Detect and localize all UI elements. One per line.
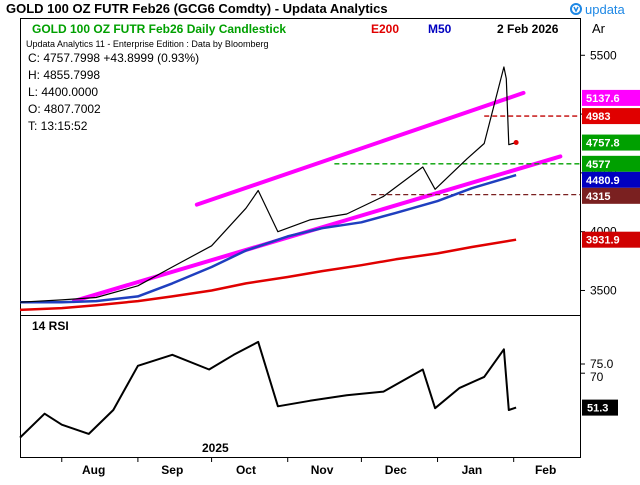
ohlc-time: T: 13:15:52 — [28, 119, 88, 133]
rsi-line — [19, 340, 517, 439]
month-label: Jan — [462, 463, 483, 477]
rsi-value-tag — [582, 399, 618, 416]
brand-name: updata — [585, 2, 626, 17]
ohlc-close: C: 4757.7998 +43.8999 (0.93%) — [28, 51, 199, 65]
rsi-series: 75.070 51.3 — [19, 340, 618, 439]
price-tag — [582, 171, 640, 188]
y-tick-label: 5500 — [590, 48, 617, 62]
ohlc-open: O: 4807.7002 — [28, 102, 101, 116]
price-tag-label: 4757.8 — [586, 138, 620, 150]
scale-label: Ar — [592, 21, 606, 36]
price-tag-label: 4315 — [586, 191, 610, 203]
month-label: Oct — [236, 463, 256, 477]
month-labels: Aug Sep Oct Nov Dec Jan Feb — [61, 457, 556, 477]
price-tag-label: 4577 — [586, 159, 610, 171]
series-m50 — [20, 173, 517, 304]
price-tag — [582, 108, 640, 125]
rsi-level-70: 70 — [590, 370, 604, 384]
legend-m50: M50 — [428, 22, 452, 36]
month-label: Sep — [161, 463, 183, 477]
year-label: 2025 — [202, 441, 229, 455]
subtitle: Updata Analytics 11 - Enterprise Edition… — [26, 39, 268, 49]
title-bar — [0, 0, 640, 18]
month-label: Feb — [535, 463, 556, 477]
series-close — [19, 66, 517, 303]
price-tag — [582, 231, 640, 248]
price-tag-label: 3931.9 — [586, 235, 620, 247]
last-close-point — [513, 140, 519, 146]
month-label: Nov — [311, 463, 334, 477]
ohlc-low: L: 4400.0000 — [28, 85, 98, 99]
rsi-label: 14 RSI — [32, 319, 69, 333]
legend-instrument: GOLD 100 OZ FUTR Feb26 Daily Candlestick — [32, 22, 286, 36]
ohlc-high: H: 4855.7998 — [28, 68, 100, 82]
horizontal-levels — [334, 115, 580, 196]
legend-e200: E200 — [371, 22, 399, 36]
price-tag-label: 5137.6 — [586, 93, 620, 105]
price-tag-label: 4480.9 — [586, 175, 620, 187]
price-tag-label: 4983 — [586, 111, 610, 123]
rsi-panel-frame — [20, 315, 581, 458]
price-series — [19, 66, 519, 312]
month-label: Aug — [82, 463, 105, 477]
legend-date: 2 Feb 2026 — [497, 22, 559, 36]
price-tag — [582, 89, 640, 106]
rsi-value-label: 51.3 — [587, 403, 608, 415]
updata-logo-icon — [570, 3, 582, 15]
price-tag — [582, 187, 640, 204]
price-tag — [582, 134, 640, 151]
trendlines — [72, 90, 563, 304]
rsi-level-75: 75.0 — [590, 357, 614, 371]
price-tag — [582, 155, 640, 172]
y-tick-label: 3500 — [590, 283, 617, 297]
price-tags: 5137.6 4983 4757.8 4577 4480.9 4315 3931.9 — [582, 89, 640, 248]
trendline-upper — [194, 90, 526, 207]
window-title: GOLD 100 OZ FUTR Feb26 (GCG6 Comdty) - U… — [6, 1, 388, 16]
series-e200 — [19, 238, 517, 312]
month-label: Dec — [385, 463, 407, 477]
